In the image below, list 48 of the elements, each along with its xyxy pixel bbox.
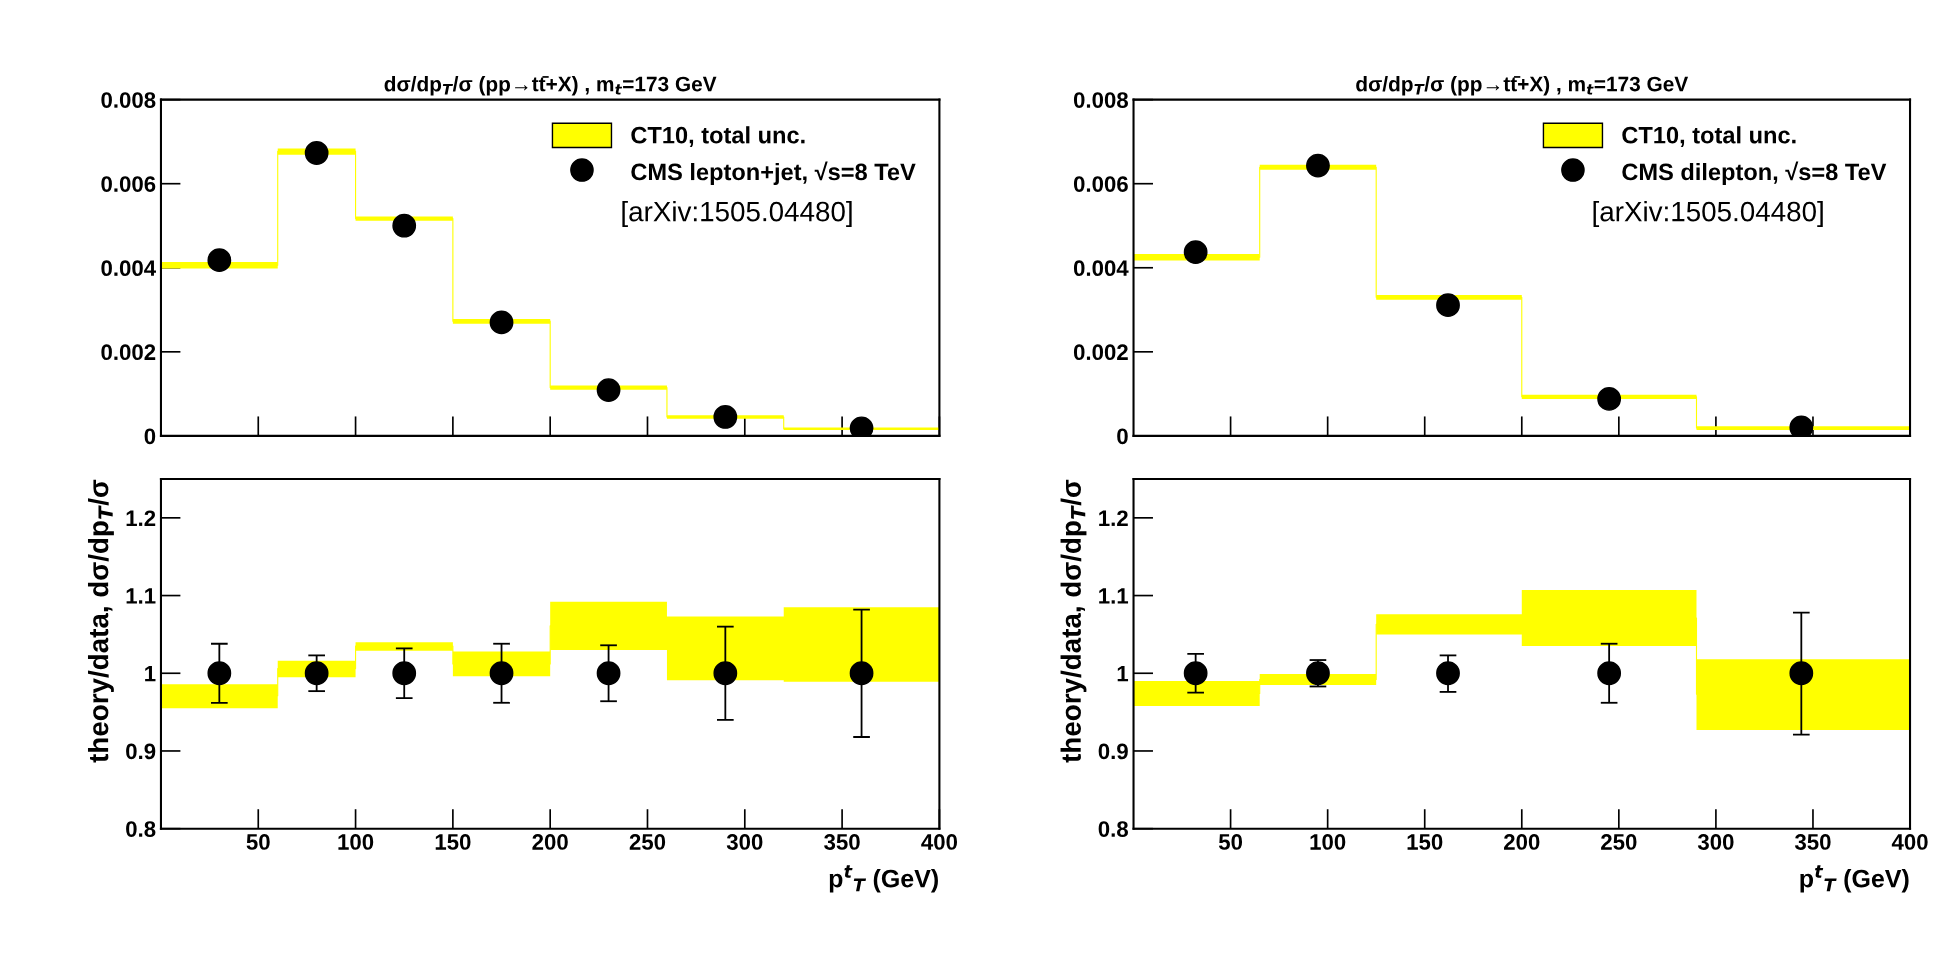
x-tick-label: 400 [921, 834, 958, 850]
y-tick-label: 0.008 [101, 92, 156, 108]
x-tick-label: 200 [532, 834, 568, 850]
y-tick-label: 0.006 [101, 176, 156, 192]
y-tick-label: 0.8 [126, 821, 156, 837]
y-tick-label: 0.006 [1073, 176, 1128, 192]
x-tick-label: 50 [246, 834, 270, 850]
annotation: [arXiv:1505.04480] [1593, 201, 1823, 227]
chart-title: dσ/dp$_{T}$/σ (pp→tt̄+X) , m$_{t}$=173 GeV [1356, 76, 1689, 96]
y-tick-label: 0.002 [1073, 344, 1128, 361]
y-tick-label: 1 [1117, 666, 1129, 682]
x-tick-label: 300 [726, 834, 763, 850]
y-tick-label: 0.008 [1073, 92, 1128, 108]
x-axis-title: p$^{t}$$_{T}$ (GeV) [829, 865, 938, 893]
x-tick-label: 100 [338, 834, 374, 850]
y-tick-label: 0.9 [1098, 743, 1128, 760]
y-tick-label: 0.004 [1073, 260, 1129, 277]
y-tick-label: 1 [145, 666, 156, 682]
y-tick-label: 0 [144, 428, 156, 445]
x-tick-label: 250 [1601, 834, 1637, 850]
x-tick-label: 150 [435, 834, 471, 850]
x-tick-label: 250 [629, 834, 666, 850]
x-tick-label: 200 [1504, 834, 1540, 850]
y-tick-label: 1.2 [126, 510, 156, 526]
y-tick-label: 0.8 [1098, 821, 1128, 837]
x-tick-label: 350 [1794, 834, 1831, 850]
y-tick-label: 0 [1117, 428, 1128, 445]
y-tick-label: 0.004 [101, 260, 156, 277]
y-tick-label: 0.9 [126, 743, 156, 760]
x-tick-label: 350 [824, 834, 860, 850]
y-tick-label: 0.002 [101, 344, 156, 361]
x-axis-title: p$^{t}$$_{T}$ (GeV) [1800, 865, 1909, 893]
legend-label: CMS lepton+jet, √s=8 TeV [631, 161, 916, 185]
x-tick-label: 50 [1218, 834, 1243, 850]
x-tick-label: 100 [1310, 834, 1346, 850]
annotation: [arXiv:1505.04480] [622, 201, 852, 227]
y-tick-label: 1.1 [1099, 588, 1129, 604]
legend-label: CMS dilepton, √s=8 TeV [1622, 161, 1887, 185]
y-tick-label: 1.2 [1099, 510, 1128, 526]
chart-title: dσ/dp$_{T}$/σ (pp→tt̄+X) , m$_{t}$=173 GeV [384, 76, 717, 96]
legend-label: CT10, total unc. [1622, 126, 1796, 147]
x-tick-label: 150 [1407, 834, 1443, 850]
x-tick-label: 300 [1697, 834, 1734, 850]
y-tick-label: 1.1 [126, 588, 156, 604]
x-tick-label: 400 [1891, 834, 1928, 850]
y-axis-title: theory/data, dσ/dp$_{T}$/σ [87, 479, 114, 763]
legend-label: CT10, total unc. [631, 126, 805, 147]
y-axis-title: theory/data, dσ/dp$_{T}$/σ [1060, 479, 1087, 763]
